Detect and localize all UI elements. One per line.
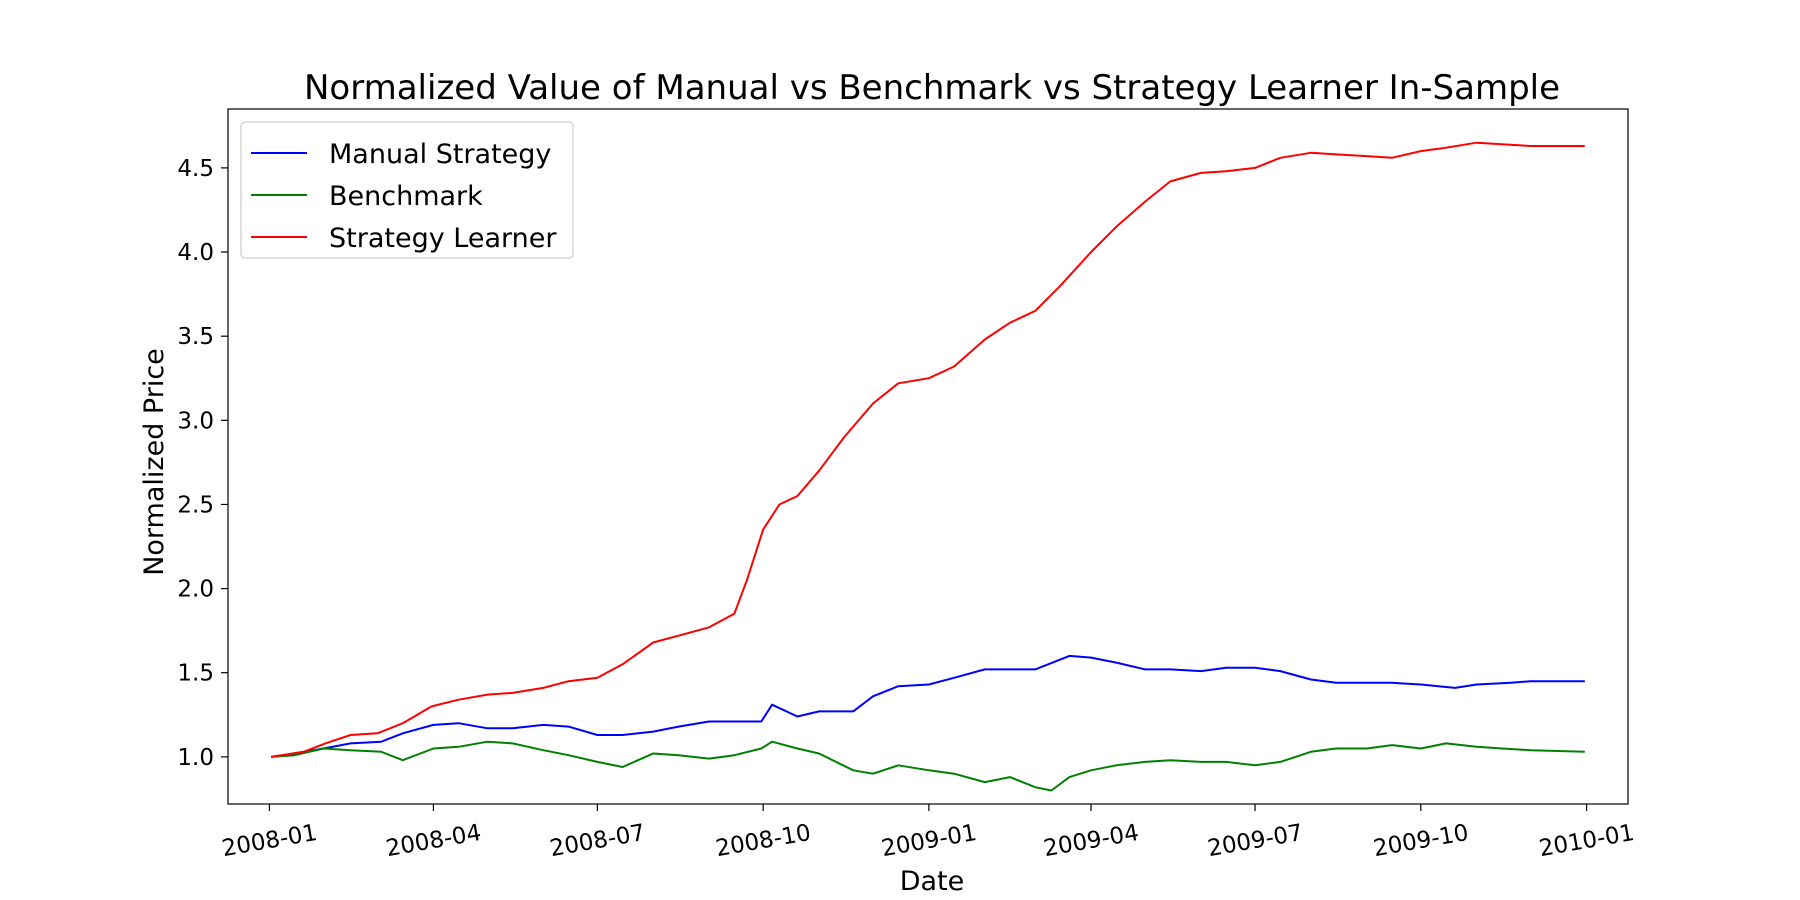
plot-frame xyxy=(227,108,1629,805)
x-tick-label: 2010-01 xyxy=(1537,820,1636,862)
x-tick-label: 2008-01 xyxy=(220,820,319,862)
series-line-benchmark xyxy=(271,740,1585,792)
y-tick-label: 4.0 xyxy=(177,240,214,266)
y-tick-label: 3.0 xyxy=(177,408,214,434)
legend-box xyxy=(240,121,574,259)
x-axis-label: Date xyxy=(900,866,965,897)
x-axis: 2008-01 2008-04 2008-07 2008-10 2009-01 2009-… xyxy=(220,804,1636,862)
legend-label: Strategy Learner xyxy=(329,223,557,254)
chart-title: Normalized Value of Manual vs Benchmark … xyxy=(304,68,1560,108)
x-tick-label: 2009-10 xyxy=(1371,820,1470,862)
y-axis-label: Normalized Price xyxy=(139,348,170,576)
x-tick-label: 2009-01 xyxy=(879,820,978,862)
y-axis: 1.0 1.5 2.0 2.5 3.0 3.5 4.0 4.5 xyxy=(177,156,228,771)
series-line-strategy-learner xyxy=(271,141,1585,758)
legend-label: Benchmark xyxy=(329,181,483,212)
x-tick-label: 2008-04 xyxy=(384,820,483,862)
legend-label: Manual Strategy xyxy=(329,139,551,170)
y-tick-label: 4.5 xyxy=(177,156,214,182)
x-tick-label: 2009-07 xyxy=(1206,820,1305,862)
series-line-manual-strategy xyxy=(271,654,1585,758)
y-tick-label: 2.5 xyxy=(177,492,214,518)
y-tick-label: 1.0 xyxy=(177,745,214,771)
plot-area xyxy=(227,108,1629,805)
x-tick-label: 2009-04 xyxy=(1042,820,1141,862)
x-tick-label: 2008-10 xyxy=(714,820,813,862)
y-tick-label: 1.5 xyxy=(177,661,214,687)
legend: Manual Strategy Benchmark Strategy Learner xyxy=(240,121,574,259)
y-tick-label: 2.0 xyxy=(177,577,214,603)
y-tick-label: 3.5 xyxy=(177,324,214,350)
x-tick-label: 2008-07 xyxy=(548,820,647,862)
